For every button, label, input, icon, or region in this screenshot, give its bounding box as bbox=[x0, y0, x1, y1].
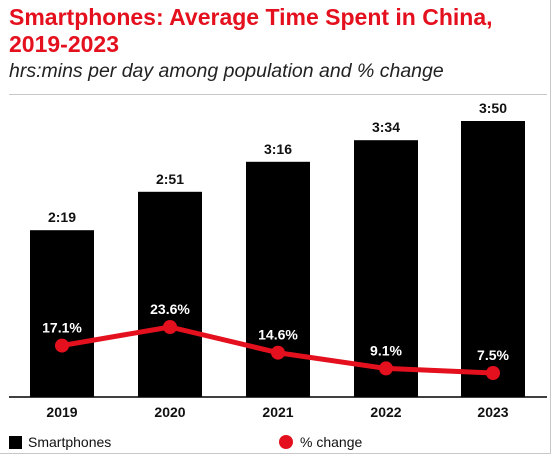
chart-canvas: 2:19 2019 2:51 2020 3:16 2021 3:34 2022 3:50 2023… bbox=[9, 100, 547, 420]
bar-2019 bbox=[30, 230, 94, 397]
change-value-label: 9.1% bbox=[370, 342, 402, 358]
legend-label-smartphones: Smartphones bbox=[28, 434, 112, 450]
chart-subtitle: hrs:mins per day among population and % … bbox=[9, 60, 444, 82]
change-point bbox=[55, 338, 69, 353]
legend-swatch-dot bbox=[279, 435, 293, 449]
bar-2021 bbox=[246, 161, 310, 397]
change-value-label: 7.5% bbox=[477, 347, 509, 363]
change-point bbox=[163, 320, 177, 334]
legend-item-smartphones: Smartphones bbox=[9, 434, 111, 450]
bar-value-label: 3:16 bbox=[264, 141, 292, 157]
change-point bbox=[379, 361, 393, 376]
change-value-label: 23.6% bbox=[150, 301, 190, 317]
x-tick-label: 2019 bbox=[46, 404, 77, 420]
bar-value-label: 2:19 bbox=[48, 209, 76, 225]
bar-value-label: 3:50 bbox=[479, 100, 507, 116]
change-point bbox=[486, 366, 500, 380]
legend-label-change: % change bbox=[300, 434, 363, 450]
title-divider bbox=[9, 94, 547, 95]
change-value-label: 17.1% bbox=[42, 320, 82, 336]
bar-2023 bbox=[461, 121, 525, 397]
bar-value-label: 2:51 bbox=[156, 171, 184, 187]
bar-2020 bbox=[138, 191, 202, 397]
bar-value-label: 3:34 bbox=[372, 119, 400, 135]
x-tick-label: 2023 bbox=[477, 404, 508, 420]
legend-item-change: % change bbox=[279, 434, 362, 450]
change-value-label: 14.6% bbox=[258, 327, 298, 343]
x-tick-label: 2022 bbox=[370, 404, 401, 420]
legend-swatch-bar bbox=[9, 435, 22, 449]
x-tick-label: 2020 bbox=[154, 404, 185, 420]
change-point bbox=[271, 345, 285, 360]
chart-title: Smartphones: Average Time Spent in China… bbox=[9, 4, 493, 57]
x-tick-label: 2021 bbox=[262, 404, 293, 420]
bar-2022 bbox=[354, 140, 418, 397]
